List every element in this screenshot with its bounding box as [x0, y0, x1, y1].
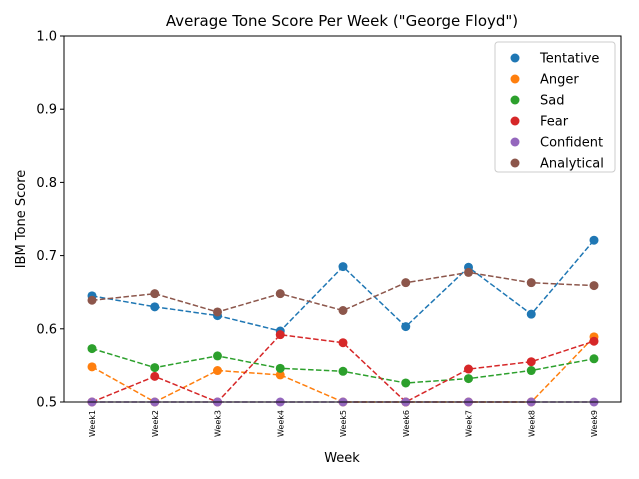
data-point: [401, 378, 411, 388]
legend-label: Confident: [540, 136, 603, 151]
legend-label: Analytical: [540, 157, 604, 172]
data-point: [275, 370, 285, 380]
data-point: [589, 235, 599, 245]
data-point: [526, 357, 536, 367]
data-point: [275, 363, 285, 373]
series-sad: [87, 344, 599, 388]
data-point: [338, 366, 348, 376]
series-analytical: [87, 267, 599, 317]
data-point: [464, 267, 473, 277]
plot-frame: [63, 35, 622, 403]
y-tick-label: 0.8: [36, 176, 57, 191]
data-point: [338, 262, 348, 272]
x-tick-label: Week6: [402, 410, 411, 437]
y-tick-label: 0.5: [36, 396, 57, 411]
x-tick-label: Week1: [88, 410, 97, 437]
y-tick-label: 0.7: [36, 249, 57, 264]
data-point: [464, 364, 473, 374]
data-point: [213, 351, 222, 361]
series-group: [87, 235, 599, 407]
x-tick-label: Week9: [590, 410, 599, 437]
data-point: [87, 362, 97, 372]
chart-title: Average Tone Score Per Week ("George Flo…: [166, 12, 518, 30]
data-point: [338, 338, 348, 348]
data-point: [213, 307, 222, 317]
data-point: [87, 295, 97, 305]
legend-label: Anger: [540, 73, 579, 88]
data-point: [150, 371, 160, 381]
x-tick-label: Week2: [151, 410, 160, 437]
x-axis-label: Week: [324, 451, 360, 466]
legend-marker: [510, 53, 520, 63]
data-point: [401, 322, 411, 332]
data-point: [338, 306, 348, 315]
legend-label: Tentative: [539, 52, 599, 67]
x-tick-label: Week4: [276, 410, 285, 437]
legend-marker: [510, 137, 520, 147]
data-point: [526, 278, 536, 288]
legend-marker: [510, 95, 520, 105]
x-tick-label: Week8: [527, 410, 536, 437]
data-point: [464, 374, 473, 384]
y-tick-label: 1.0: [36, 30, 57, 45]
data-point: [275, 330, 285, 340]
series-line: [91, 239, 595, 332]
data-point: [526, 366, 536, 376]
y-tick-label: 0.9: [36, 103, 57, 118]
data-point: [589, 354, 599, 364]
series-line: [91, 333, 595, 403]
legend-box: [494, 41, 616, 173]
data-point: [526, 309, 536, 319]
legend-label: Fear: [540, 115, 569, 130]
data-point: [589, 336, 599, 346]
data-point: [401, 278, 411, 288]
data-point: [275, 289, 285, 299]
legend-label: Sad: [540, 94, 564, 109]
legend-marker: [510, 116, 520, 126]
legend: Tentative Anger Sad Fear Confident Analytical: [494, 41, 616, 173]
data-point: [213, 366, 222, 376]
legend-marker: [510, 158, 520, 168]
x-tick-label: Week7: [465, 410, 474, 437]
data-point: [150, 302, 160, 312]
x-tick-label: Week5: [339, 410, 348, 437]
y-axis-label: IBM Tone Score: [14, 170, 29, 269]
y-tick-label: 0.6: [36, 322, 57, 337]
data-point: [87, 344, 97, 354]
series-tentative: [87, 235, 599, 336]
data-point: [589, 281, 599, 291]
series-line: [91, 347, 595, 384]
legend-marker: [510, 74, 520, 84]
x-tick-label: Week3: [214, 410, 223, 437]
data-point: [150, 289, 160, 299]
data-point: [150, 363, 160, 373]
